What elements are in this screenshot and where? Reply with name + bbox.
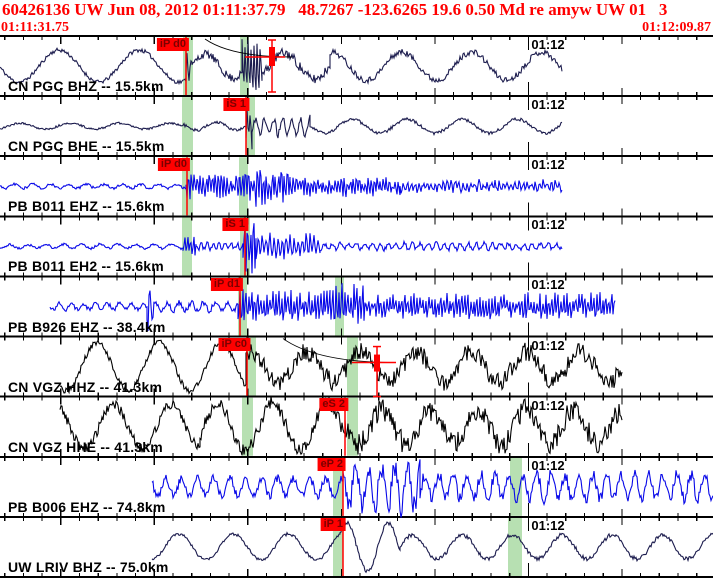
trace-waveform[interactable] (59, 339, 623, 395)
trace-waveform[interactable] (49, 283, 616, 332)
arrival-window-band (508, 517, 522, 576)
pick-flag[interactable]: iP c0 (218, 338, 250, 352)
trace-waveform[interactable] (0, 108, 563, 150)
pick-flag[interactable]: iP d1 (210, 277, 243, 291)
minute-label: 01:12 (531, 337, 565, 353)
trace-label: CN VGZ HHE -- 41.3km (8, 438, 163, 455)
minute-label: 01:12 (531, 277, 565, 293)
arrival-window-band (347, 337, 358, 396)
arrival-window-band (246, 337, 256, 396)
event-summary-header: 60426136 UW Jun 08, 2012 01:11:37.79 48.… (2, 0, 668, 19)
arrival-window-band (242, 397, 253, 456)
trace-waveform[interactable] (151, 520, 713, 574)
pick-flag[interactable]: eS 2 (319, 398, 348, 412)
minute-label: 01:12 (531, 517, 565, 533)
minute-label: 01:12 (531, 97, 565, 113)
window-end-time: 01:12:09.87 (642, 20, 711, 35)
minute-label: 01:12 (531, 217, 565, 233)
trace-label: CN PGC BHE -- 15.5km (8, 138, 165, 155)
amplitude-marker[interactable] (374, 354, 380, 372)
minute-label: 01:12 (531, 37, 565, 52)
trace-label: PB B011 EH2 -- 15.6km (8, 258, 164, 275)
trace-waveform[interactable] (0, 170, 563, 207)
window-start-time: 01:11:31.75 (1, 20, 70, 35)
trace-label: PB B926 EHZ -- 38.4km (8, 318, 166, 335)
trace-label: CN VGZ HHZ -- 41.3km (8, 378, 163, 395)
pick-flag[interactable]: eP 2 (317, 458, 346, 472)
arrival-window-band (347, 397, 358, 456)
trace-waveform[interactable] (0, 39, 563, 90)
trace-waveform[interactable] (59, 396, 623, 456)
minute-label: 01:12 (531, 397, 565, 413)
trace-waveform[interactable] (0, 223, 563, 274)
arrival-window-band (510, 457, 522, 516)
minute-label: 01:12 (531, 457, 565, 473)
arrival-window-band (333, 517, 343, 576)
pick-flag[interactable]: iP 1 (320, 518, 346, 532)
amplitude-marker[interactable] (269, 47, 275, 66)
minute-label: 01:12 (531, 157, 565, 173)
trace-waveform[interactable] (151, 459, 713, 518)
trace-label: UW LRIV BHZ -- 75.0km (8, 559, 169, 575)
pick-flag[interactable]: iP d0 (156, 37, 189, 51)
trace-label: PB B011 EHZ -- 15.6km (8, 198, 165, 215)
trace-label: CN PGC BHZ -- 15.5km (8, 78, 164, 95)
pick-flag[interactable]: iS 1 (222, 217, 248, 231)
pick-flag[interactable]: iP d0 (157, 157, 190, 171)
trace-label: PB B006 EHZ -- 74.8km (8, 498, 166, 515)
pick-flag[interactable]: iS 1 (223, 97, 249, 111)
